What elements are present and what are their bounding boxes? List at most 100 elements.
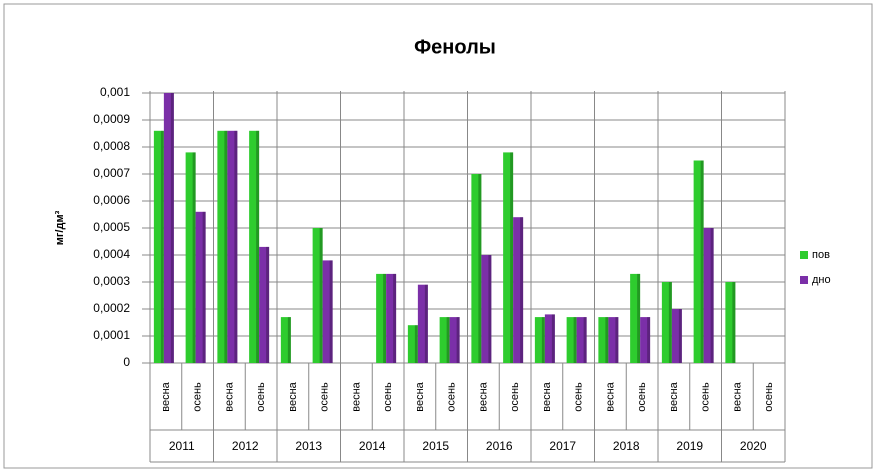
x-tick-label: весна <box>414 381 426 411</box>
bar <box>312 228 323 363</box>
bar <box>163 93 174 363</box>
bar <box>449 317 460 363</box>
bar <box>471 174 482 363</box>
bar <box>566 317 577 363</box>
x-tick-label: осень <box>382 382 394 412</box>
bar-shade <box>551 314 555 363</box>
bar-shade <box>510 152 514 363</box>
bar <box>322 260 333 363</box>
bar <box>640 317 651 363</box>
bar-shade <box>541 317 545 363</box>
bar <box>217 130 228 363</box>
x-tick-label: весна <box>604 381 616 411</box>
bar <box>407 325 418 363</box>
bar-shade <box>668 282 672 363</box>
bar-shade <box>478 174 482 363</box>
bar <box>544 314 555 363</box>
x-tick-label: весна <box>731 381 743 411</box>
bar-shade <box>678 309 682 363</box>
y-axis-label: мг/дм³ <box>54 210 66 245</box>
bar <box>376 273 387 363</box>
bar-shade <box>414 325 418 363</box>
year-label: 2016 <box>486 439 513 453</box>
bar-shade <box>393 273 397 363</box>
bar-shade <box>605 317 609 363</box>
y-tick-label: 0,0003 <box>93 274 130 288</box>
x-tick-label: осень <box>700 382 712 412</box>
bar <box>661 282 672 363</box>
bar <box>195 211 206 363</box>
x-tick-label: весна <box>541 381 553 411</box>
bar <box>671 309 682 363</box>
bar <box>153 130 164 363</box>
bar <box>185 152 196 363</box>
bar <box>227 130 238 363</box>
bar-shade <box>319 228 323 363</box>
bar-shade <box>424 284 428 363</box>
legend-swatch <box>800 276 808 284</box>
x-tick-label: весна <box>287 381 299 411</box>
bar-shade <box>456 317 460 363</box>
y-tick-label: 0,0008 <box>93 139 130 153</box>
bar-shade <box>710 228 714 363</box>
bar <box>417 284 428 363</box>
bar <box>608 317 619 363</box>
bar <box>513 217 524 363</box>
bar <box>534 317 545 363</box>
bar-shade <box>732 282 736 363</box>
year-label: 2012 <box>232 439 259 453</box>
bar <box>386 273 397 363</box>
year-label: 2013 <box>295 439 322 453</box>
bar <box>576 317 587 363</box>
x-tick-label: осень <box>636 382 648 412</box>
bar <box>725 282 736 363</box>
bar <box>693 160 704 363</box>
bar-shade <box>637 273 641 363</box>
year-label: 2017 <box>549 439 576 453</box>
bar <box>481 255 492 363</box>
bar-shade <box>329 260 333 363</box>
bar <box>259 246 270 363</box>
bar-shade <box>488 255 492 363</box>
bar <box>598 317 609 363</box>
year-label: 2018 <box>613 439 640 453</box>
y-tick-label: 0,0004 <box>93 247 130 261</box>
y-tick-label: 0,0001 <box>93 328 130 342</box>
bar <box>703 228 714 363</box>
bar-shade <box>266 246 270 363</box>
bar-shade <box>256 130 260 363</box>
bar <box>280 317 291 363</box>
bar <box>439 317 450 363</box>
y-tick-label: 0,001 <box>100 85 130 99</box>
bar-shade <box>383 273 387 363</box>
legend-label: пов <box>812 249 830 261</box>
bar-shade <box>446 317 450 363</box>
bar-shade <box>700 160 704 363</box>
bar-shade <box>202 211 206 363</box>
bar-shade <box>192 152 196 363</box>
x-tick-label: осень <box>573 382 585 412</box>
bar-shade <box>520 217 524 363</box>
bar-shade <box>170 93 174 363</box>
x-tick-label: весна <box>477 381 489 411</box>
year-label: 2014 <box>359 439 386 453</box>
x-tick-label: весна <box>223 381 235 411</box>
x-tick-label: осень <box>509 382 521 412</box>
x-tick-label: осень <box>446 382 458 412</box>
bar-shade <box>160 130 164 363</box>
bar <box>630 273 641 363</box>
bar-shade <box>583 317 587 363</box>
bar <box>503 152 514 363</box>
chart-border <box>3 3 873 469</box>
bar-shade <box>287 317 291 363</box>
bar-shade <box>234 130 238 363</box>
y-tick-label: 0 <box>123 355 130 369</box>
x-tick-label: осень <box>255 382 267 412</box>
bar-shade <box>224 130 228 363</box>
x-tick-label: весна <box>350 381 362 411</box>
x-tick-label: осень <box>763 382 775 412</box>
y-tick-label: 0,0002 <box>93 301 130 315</box>
x-tick-label: осень <box>192 382 204 412</box>
bar <box>249 130 260 363</box>
